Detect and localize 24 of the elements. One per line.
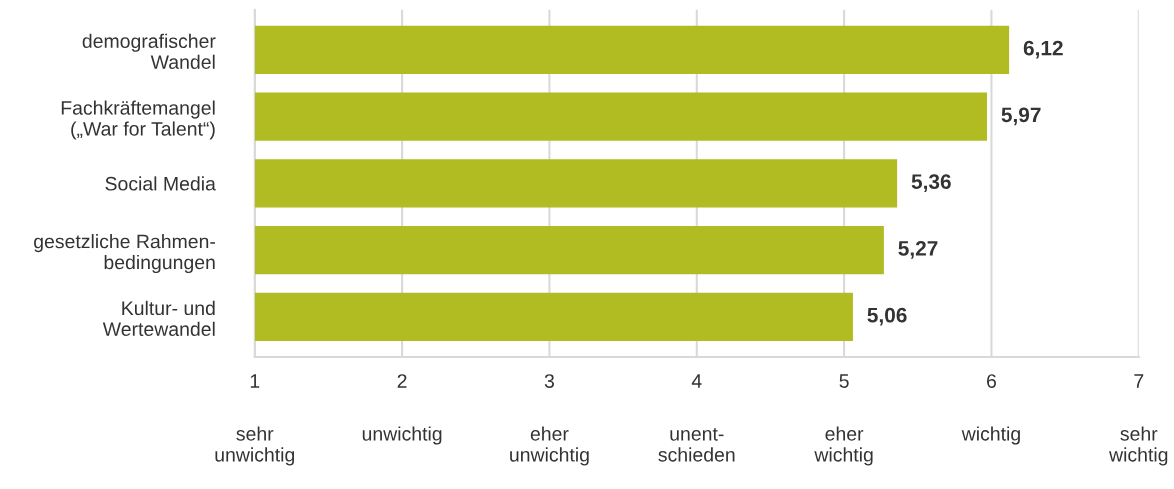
- text: eher wichtig: [814, 426, 873, 466]
- data-label: 5,27: [898, 240, 938, 259]
- x-tick-label: 6: [987, 374, 996, 388]
- text: sehr unwichtig: [215, 426, 295, 466]
- x-tick-label: 1: [250, 374, 260, 388]
- data-label: 5,36: [911, 174, 951, 192]
- x-tick-label: 2: [397, 374, 407, 388]
- y-tick-label: Kultur- und Wertewandel: [102, 300, 215, 337]
- y-tick-label: Fachkräftemangel („War for Talent“): [61, 100, 215, 140]
- text: unent- schieden: [658, 427, 735, 462]
- text: eher unwichtig: [510, 426, 589, 466]
- y-tick-label: Social Media: [105, 176, 216, 191]
- x-tick-label: 4: [691, 374, 702, 388]
- x-tick-label: 5: [839, 374, 849, 388]
- text: unwichtig: [362, 426, 442, 445]
- x-tick-label: 7: [1134, 374, 1144, 388]
- text: wichtig: [961, 426, 1020, 445]
- data-label: 6,12: [1023, 40, 1063, 59]
- y-tick-label: demografischer Wandel: [82, 33, 216, 69]
- data-label: 5,97: [1001, 107, 1041, 126]
- x-tick-label: 3: [544, 374, 554, 388]
- data-label: 5,06: [867, 307, 907, 326]
- y-tick-label: gesetzliche Rahmen- bedingungen: [34, 234, 216, 274]
- text: sehr wichtig: [1109, 426, 1168, 466]
